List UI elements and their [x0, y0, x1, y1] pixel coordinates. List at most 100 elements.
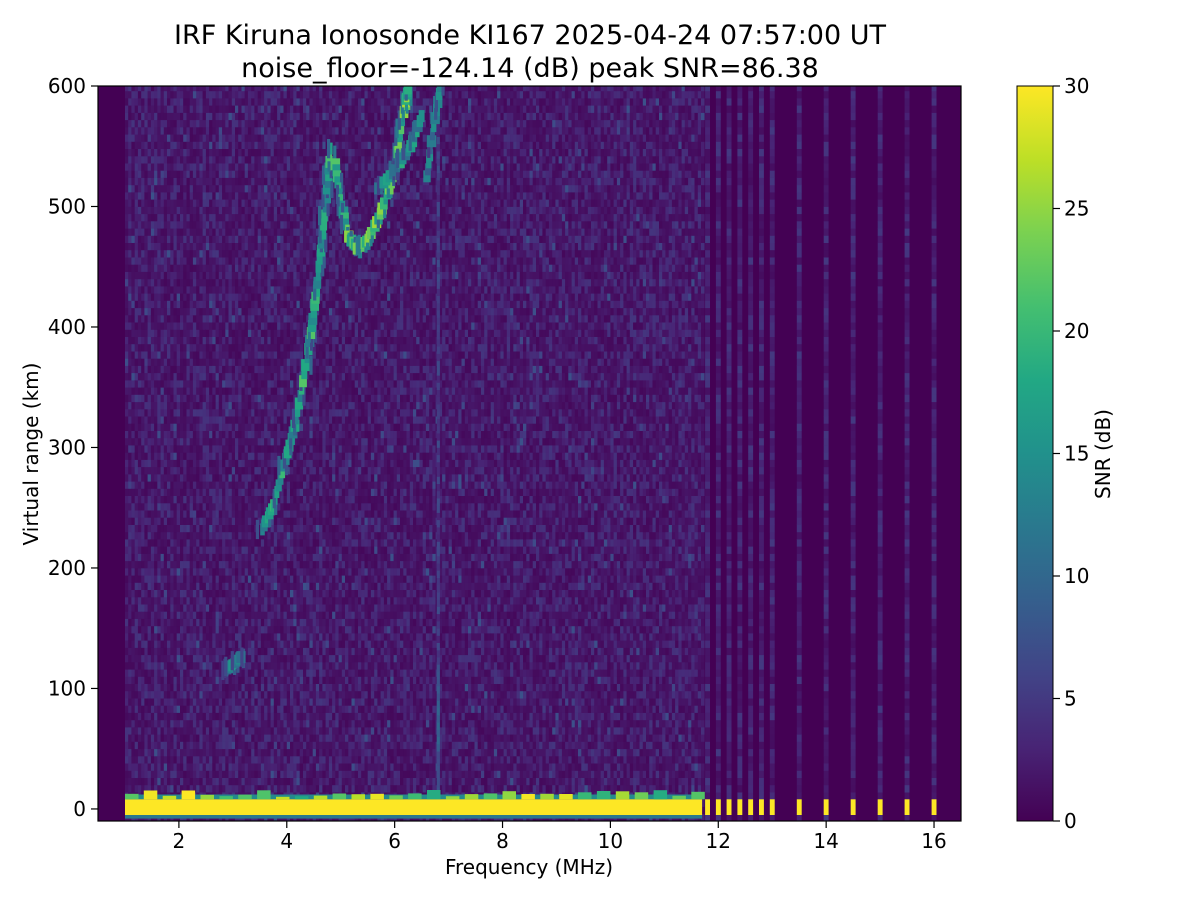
noise-cell: [248, 770, 252, 778]
noise-cell: [238, 778, 242, 786]
noise-cell: [141, 713, 145, 721]
noise-cell: [245, 669, 249, 677]
noise-cell: [216, 655, 220, 663]
noise-cell: [167, 235, 171, 243]
noise-cell: [180, 163, 184, 171]
noise-cell: [254, 293, 258, 301]
noise-cell: [177, 713, 181, 721]
noise-cell: [148, 554, 152, 562]
noise-cell: [157, 452, 161, 460]
noise-cell: [212, 575, 216, 583]
noise-cell: [248, 452, 252, 460]
noise-cell: [219, 250, 223, 258]
noise-cell: [167, 742, 171, 750]
noise-cell: [212, 611, 216, 619]
noise-cell: [251, 481, 255, 489]
noise-cell: [245, 445, 249, 453]
noise-cell: [222, 481, 226, 489]
noise-cell: [238, 517, 242, 525]
noise-cell: [235, 510, 239, 518]
noise-cell: [131, 286, 135, 294]
noise-cell: [199, 98, 203, 106]
noise-cell: [245, 221, 249, 229]
noise-cell: [131, 546, 135, 554]
noise-cell: [222, 626, 226, 634]
noise-cell: [148, 84, 152, 92]
chart-title: IRF Kiruna Ionosonde KI167 2025-04-24 07…: [174, 20, 887, 51]
noise-cell: [261, 98, 265, 106]
noise-cell: [190, 257, 194, 265]
noise-cell: [229, 503, 233, 511]
noise-cell: [225, 698, 229, 706]
noise-cell: [144, 257, 148, 265]
noise-cell: [174, 460, 178, 468]
noise-cell: [229, 705, 233, 713]
noise-cell: [125, 105, 129, 113]
noise-cell: [206, 691, 210, 699]
noise-cell: [177, 698, 181, 706]
noise-cell: [280, 185, 284, 193]
noise-cell: [141, 185, 145, 193]
noise-cell: [148, 423, 152, 431]
noise-cell: [254, 756, 258, 764]
noise-cell: [267, 582, 271, 590]
noise-cell: [148, 351, 152, 359]
noise-cell: [209, 467, 213, 475]
noise-cell: [164, 619, 168, 627]
noise-cell: [209, 611, 213, 619]
noise-cell: [258, 409, 262, 417]
noise-cell: [148, 98, 152, 106]
noise-cell: [196, 228, 200, 236]
noise-cell: [131, 474, 135, 482]
noise-cell: [199, 669, 203, 677]
noise-cell: [177, 301, 181, 309]
noise-cell: [248, 676, 252, 684]
noise-cell: [248, 149, 252, 157]
noise-cell: [248, 250, 252, 258]
noise-cell: [212, 156, 216, 164]
noise-cell: [193, 488, 197, 496]
noise-cell: [235, 597, 239, 605]
noise-cell: [170, 705, 174, 713]
noise-cell: [161, 416, 165, 424]
noise-cell: [167, 532, 171, 540]
noise-cell: [180, 387, 184, 395]
noise-cell: [196, 113, 200, 121]
noise-cell: [167, 582, 171, 590]
noise-cell: [177, 308, 181, 316]
noise-cell: [203, 84, 207, 92]
noise-cell: [157, 669, 161, 677]
noise-cell: [170, 582, 174, 590]
noise-cell: [254, 272, 258, 280]
noise-cell: [242, 510, 246, 518]
noise-cell: [203, 467, 207, 475]
noise-cell: [232, 322, 236, 330]
noise-cell: [225, 582, 229, 590]
noise-cell: [203, 698, 207, 706]
noise-cell: [209, 235, 213, 243]
noise-cell: [164, 170, 168, 178]
noise-cell: [164, 770, 168, 778]
noise-cell: [235, 496, 239, 504]
noise-cell: [183, 156, 187, 164]
noise-cell: [203, 127, 207, 135]
noise-cell: [251, 134, 255, 142]
noise-cell: [161, 640, 165, 648]
noise-cell: [264, 539, 268, 547]
noise-cell: [219, 315, 223, 323]
noise-cell: [177, 438, 181, 446]
noise-cell: [235, 250, 239, 258]
noise-cell: [212, 452, 216, 460]
noise-cell: [167, 286, 171, 294]
noise-cell: [131, 510, 135, 518]
noise-cell: [225, 105, 229, 113]
noise-cell: [135, 590, 139, 598]
noise-cell: [187, 669, 191, 677]
noise-cell: [148, 626, 152, 634]
noise-cell: [183, 207, 187, 215]
noise-cell: [219, 380, 223, 388]
noise-cell: [190, 322, 194, 330]
noise-cell: [151, 727, 155, 735]
noise-cell: [167, 756, 171, 764]
noise-cell: [274, 713, 278, 721]
